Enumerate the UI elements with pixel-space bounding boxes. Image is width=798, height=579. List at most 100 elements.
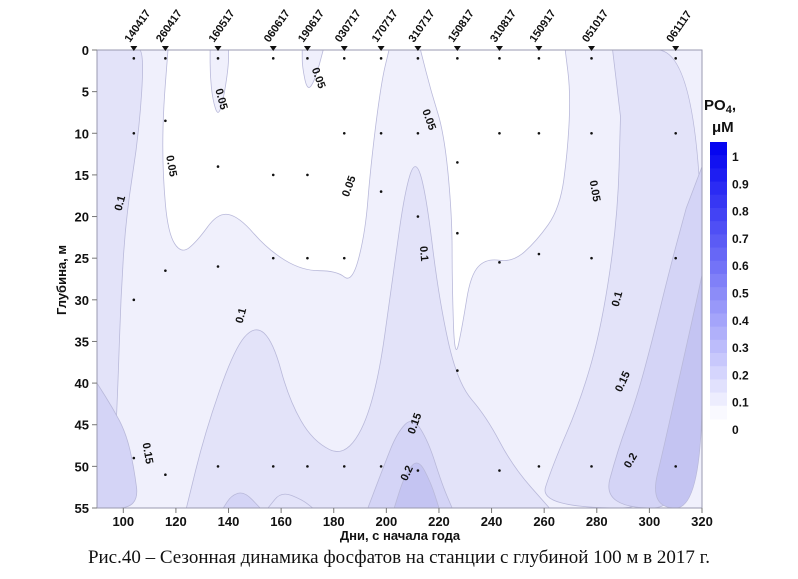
colorbar-legend: PO4, μM 1 0.9 0.8 0.7 0.6 0.5 0.4 0.3 0.2 0.1 0	[704, 97, 749, 437]
colorbar-swatch	[710, 313, 727, 328]
contour-region-0.15-0.2	[97, 382, 138, 508]
sample-point	[342, 57, 346, 60]
colorbar-swatch	[710, 168, 727, 183]
colorbar-title: PO4,	[704, 97, 736, 116]
colorbar-title-main: PO	[704, 97, 726, 114]
sample-point	[271, 465, 275, 468]
colorbar-swatch	[710, 155, 727, 169]
sample-point	[379, 131, 383, 135]
sample-point	[537, 57, 541, 60]
colorbar-tick-label: 1	[732, 150, 739, 164]
x-tick-label: 120	[165, 514, 187, 529]
sample-point	[132, 298, 136, 302]
y-axis-title: Глубина, м	[54, 245, 69, 315]
x-tick-label: 220	[428, 514, 450, 529]
contour-region-0.05-island	[209, 50, 229, 113]
sample-point	[164, 269, 167, 272]
sample-point	[416, 215, 420, 218]
station-marker-icon	[535, 46, 543, 51]
sample-point	[216, 57, 220, 60]
colorbar-tick-label: 0.4	[732, 314, 749, 328]
colorbar-swatch	[710, 326, 727, 341]
colorbar-swatch	[710, 353, 727, 367]
x-tick-label: 300	[639, 514, 661, 529]
sample-point	[456, 57, 459, 60]
y-tick-label: 0	[82, 43, 89, 58]
x-tick-label: 180	[323, 514, 345, 529]
sample-point	[590, 256, 593, 260]
sample-point	[271, 57, 275, 60]
colorbar-swatch	[710, 234, 727, 249]
sample-point	[674, 131, 677, 135]
contour-region-0.1-0.15	[185, 166, 550, 508]
contour-label: 0.1	[234, 307, 250, 325]
colorbar-swatch	[710, 221, 727, 235]
station-marker-icon	[588, 46, 596, 51]
sample-point	[416, 131, 420, 135]
contour-label: 0.05	[212, 87, 229, 111]
contour-region-above-0.2	[393, 462, 440, 508]
y-tick-label: 15	[75, 168, 89, 183]
x-tick-label: 200	[375, 514, 397, 529]
station-label: 310717	[407, 8, 438, 45]
colorbar-swatch	[710, 207, 727, 222]
sample-point	[164, 57, 167, 60]
station-label: 150917	[528, 8, 559, 45]
sample-point	[379, 465, 383, 468]
contour-labels: 0.050.050.050.10.050.050.050.10.10.10.15…	[113, 66, 640, 483]
x-tick-label: 160	[270, 514, 292, 529]
sample-point	[498, 261, 501, 264]
station-marker-icon	[340, 46, 348, 51]
colorbar-tick-label: 0.9	[732, 177, 749, 191]
colorbar-swatch	[710, 300, 727, 314]
sample-point	[537, 465, 541, 468]
contour-fills	[97, 50, 702, 508]
sample-point	[456, 231, 459, 235]
colorbar-swatch	[710, 405, 727, 420]
y-tick-label: 40	[75, 376, 89, 391]
station-label: 140417	[122, 8, 153, 45]
station-marker-icon	[453, 46, 461, 51]
colorbar-tick-label: 0.3	[732, 341, 749, 355]
station-label: 190617	[296, 8, 327, 45]
y-tick-label: 20	[75, 210, 89, 225]
sample-point	[498, 57, 501, 60]
y-axis: 0 5 10 15 20 25 30 35 40 45 50 55	[75, 43, 97, 516]
sample-point	[342, 131, 346, 135]
y-tick-label: 30	[75, 293, 89, 308]
x-axis-title: Дни, с начала года	[340, 528, 461, 543]
contour-region-0.15-0.2	[222, 492, 261, 508]
sample-point	[164, 119, 167, 123]
x-tick-label: 260	[533, 514, 555, 529]
station-marker-icon	[130, 46, 138, 51]
contour-label: 0.1	[113, 194, 129, 212]
colorbar-swatch	[710, 260, 727, 275]
x-tick-label: 240	[481, 514, 503, 529]
contour-label: 0.1	[610, 290, 626, 308]
sample-point	[590, 131, 593, 135]
figure-caption: Рис.40 – Сезонная динамика фосфатов на с…	[87, 547, 711, 568]
sample-point	[216, 465, 220, 468]
station-marker-icon	[161, 46, 169, 51]
station-label: 260417	[154, 8, 185, 45]
station-marker-icon	[269, 46, 277, 51]
sample-point	[132, 131, 136, 135]
colorbar-swatch	[710, 339, 727, 354]
station-label: 051017	[580, 8, 611, 45]
station-label: 060617	[262, 8, 293, 45]
y-tick-label: 45	[75, 418, 89, 433]
sample-point	[306, 256, 309, 260]
sample-point	[306, 57, 309, 60]
sample-point	[537, 131, 541, 135]
sample-point	[342, 256, 346, 260]
sample-point	[271, 173, 275, 177]
sample-point	[164, 473, 167, 476]
colorbar-swatch	[710, 273, 727, 288]
colorbar-tick-label: 0.5	[732, 287, 749, 301]
station-label: 150817	[446, 8, 477, 45]
sample-point	[416, 57, 420, 60]
sample-point	[590, 57, 593, 60]
sample-point	[271, 256, 275, 260]
sample-points	[132, 57, 677, 476]
